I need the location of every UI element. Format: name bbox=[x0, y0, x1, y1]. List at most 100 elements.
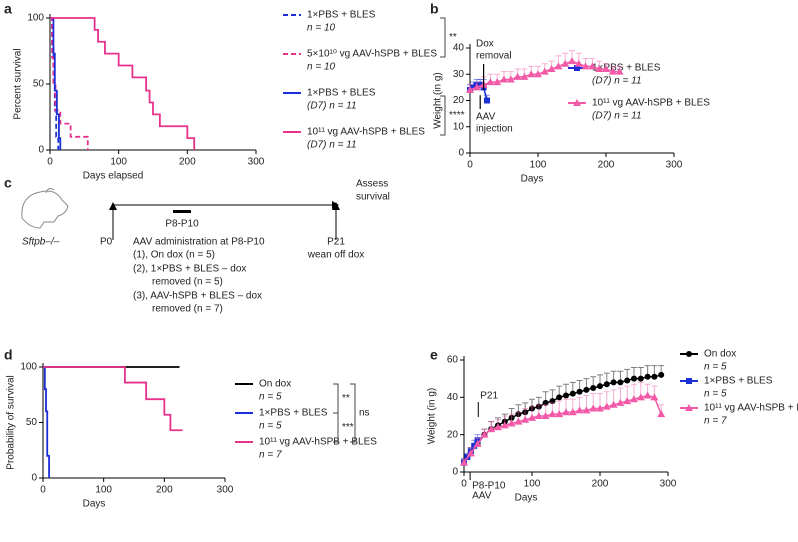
marker bbox=[555, 410, 564, 418]
y-tick-label: 60 bbox=[447, 355, 459, 366]
group: (1), On dox (n = 5) bbox=[133, 250, 215, 261]
significance-bracket bbox=[440, 17, 446, 58]
marker bbox=[631, 375, 637, 382]
survival-curve bbox=[43, 366, 50, 478]
weight-line bbox=[463, 374, 662, 464]
marker bbox=[582, 406, 591, 414]
diagram: Sftpb–/– P0 P8-P10 P21 wean off dox Asse… bbox=[21, 179, 390, 315]
marker bbox=[686, 378, 692, 384]
legend-n: (D7) n = 11 bbox=[592, 76, 642, 87]
x-tick-label: 300 bbox=[666, 160, 683, 171]
marker bbox=[615, 67, 624, 75]
marker bbox=[644, 373, 651, 380]
marker bbox=[589, 404, 598, 412]
marker bbox=[534, 70, 542, 78]
marker bbox=[581, 62, 590, 70]
marker bbox=[637, 375, 644, 382]
panel-label: c bbox=[4, 175, 12, 191]
marker bbox=[576, 388, 583, 395]
y-tick-label: 100 bbox=[27, 13, 44, 24]
wean: wean off dox bbox=[307, 250, 365, 261]
legend-n: n = 10 bbox=[307, 62, 336, 73]
marker bbox=[568, 408, 577, 416]
marker bbox=[608, 67, 617, 75]
marker bbox=[520, 72, 529, 80]
marker bbox=[472, 83, 481, 91]
legend-label: 5×10¹⁰ vg AAV-hSPB + BLES bbox=[307, 49, 437, 60]
x-axis-label: Days bbox=[83, 499, 106, 510]
marker bbox=[484, 97, 490, 104]
x-axis-label: Days bbox=[515, 493, 538, 504]
legend-n: n = 7 bbox=[259, 450, 282, 461]
y-axis-label: Weight (in g) bbox=[433, 72, 444, 129]
timepoint: P21 bbox=[327, 237, 345, 248]
administration: AAV administration at P8-P10 bbox=[133, 237, 265, 248]
marker bbox=[506, 75, 515, 83]
marker bbox=[534, 412, 543, 419]
marker bbox=[486, 78, 495, 86]
legend-label: 1×PBS + BLES bbox=[307, 10, 376, 21]
x-tick-label: 0 bbox=[467, 160, 473, 171]
significance-label: **** bbox=[449, 110, 465, 121]
marker bbox=[590, 385, 597, 391]
significance-bracket bbox=[333, 412, 339, 443]
y-tick-label: 100 bbox=[20, 362, 37, 373]
annotation: removal bbox=[476, 51, 512, 62]
y-tick-label: 0 bbox=[458, 148, 464, 159]
legend-label: 1×PBS + BLES bbox=[259, 408, 328, 419]
y-axis-label: Probability of survival bbox=[6, 375, 17, 469]
legend-n: n = 5 bbox=[704, 362, 727, 373]
x-tick-label: 200 bbox=[598, 160, 615, 171]
legend-label: 10¹¹ vg AAV-hSPB + BLES bbox=[592, 98, 710, 109]
marker bbox=[507, 419, 516, 427]
x-tick-label: 300 bbox=[217, 485, 234, 496]
marker bbox=[650, 393, 659, 401]
marker bbox=[471, 442, 478, 449]
y-tick-label: 40 bbox=[447, 392, 459, 403]
marker bbox=[636, 393, 645, 401]
significance-bracket bbox=[350, 383, 356, 443]
legend-n: n = 10 bbox=[307, 23, 336, 34]
marker bbox=[643, 391, 652, 399]
y-tick-label: 30 bbox=[453, 69, 465, 80]
arrow-head bbox=[109, 202, 117, 210]
legend-n: n = 7 bbox=[704, 416, 727, 427]
marker bbox=[540, 67, 549, 75]
annotation: Dox bbox=[476, 39, 494, 50]
marker bbox=[568, 57, 576, 65]
group: removed (n = 7) bbox=[152, 304, 223, 315]
marker bbox=[466, 449, 475, 457]
marker bbox=[527, 70, 536, 78]
marker bbox=[658, 371, 665, 378]
x-tick-label: 200 bbox=[592, 479, 609, 490]
panel-label: a bbox=[4, 1, 12, 17]
weight-line bbox=[463, 394, 662, 464]
marker bbox=[487, 425, 496, 433]
marker bbox=[466, 86, 474, 93]
marker bbox=[651, 373, 658, 380]
legend-label: 10¹¹ vg AAV-hSPB + BLES bbox=[704, 403, 798, 414]
legend-n: (D7) n = 11 bbox=[307, 101, 357, 112]
legend-n: n = 5 bbox=[259, 421, 282, 432]
annotation: injection bbox=[476, 124, 513, 135]
y-axis-label: Weight (in g) bbox=[427, 388, 438, 445]
significance-label: *** bbox=[342, 422, 354, 433]
significance-bracket bbox=[333, 383, 339, 414]
marker bbox=[513, 72, 522, 80]
strain: Sftpb–/– bbox=[22, 237, 60, 248]
y-tick-label: 20 bbox=[447, 429, 459, 440]
marker bbox=[575, 406, 584, 414]
legend-label: On dox bbox=[259, 379, 291, 390]
significance-label: ** bbox=[449, 32, 457, 43]
marker bbox=[610, 379, 617, 386]
marker bbox=[528, 413, 536, 421]
x-tick-label: 200 bbox=[156, 485, 173, 496]
arrow-head bbox=[332, 202, 340, 210]
marker bbox=[470, 84, 477, 91]
marker bbox=[500, 421, 509, 429]
marker bbox=[563, 392, 569, 399]
marker bbox=[494, 423, 502, 431]
marker bbox=[547, 65, 556, 72]
x-tick-label: 300 bbox=[248, 157, 265, 168]
